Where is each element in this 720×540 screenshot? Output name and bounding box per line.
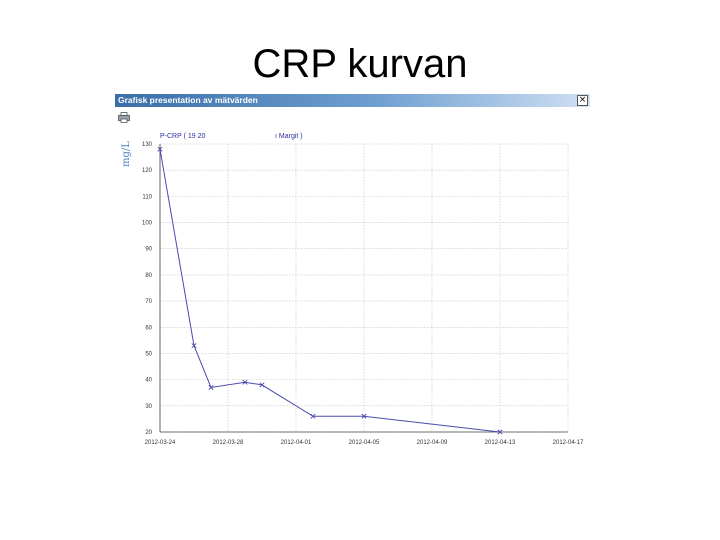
data-point-marker [259, 382, 265, 388]
printer-icon [118, 112, 130, 123]
close-button[interactable]: × [577, 95, 588, 106]
marker-stroke [242, 379, 248, 385]
line-chart: 20 30 40 50 60 70 80 90 100 110 120 130 2012-03-24 20… [121, 133, 584, 446]
y-tick-label: 60 [145, 325, 152, 331]
chart-window: 20 30 40 50 60 70 80 90 100 110 120 130 2012-03-24 20… [115, 94, 590, 454]
data-point-marker [242, 379, 248, 385]
data-point-marker [361, 413, 367, 419]
x-tick-label: 2012-03-28 [213, 440, 244, 446]
chart-title-left: P-CRP ( 19 20 [160, 133, 205, 140]
slide-title: CRP kurvan [252, 42, 468, 86]
print-button[interactable] [118, 110, 130, 123]
grid-layer [159, 143, 569, 433]
y-tick-label: 50 [145, 351, 152, 357]
marker-stroke [259, 382, 265, 388]
data-point-marker [208, 384, 214, 391]
data-point-marker [157, 146, 163, 152]
y-axis-unit-label: mg/L [121, 141, 132, 167]
window-titlebar: Grafisk presentation av mätvärden × [115, 94, 590, 107]
y-tick-label: 100 [142, 221, 153, 227]
x-tick-label: 2012-04-17 [553, 440, 584, 446]
y-tick-label: 80 [145, 273, 152, 279]
data-point-marker [310, 413, 316, 419]
x-tick-label: 2012-04-01 [281, 440, 312, 446]
y-tick-label: 90 [145, 247, 152, 253]
y-tick-label: 30 [145, 404, 152, 410]
data-point-marker [191, 343, 197, 349]
x-tick-label: 2012-04-13 [485, 440, 516, 446]
y-tick-label: 120 [142, 168, 153, 174]
y-tick-label: 20 [145, 430, 152, 436]
marker-stroke [208, 384, 214, 391]
marker-stroke [497, 429, 503, 435]
data-point-marker [497, 429, 503, 435]
y-tick-label: 70 [145, 299, 152, 305]
marker-stroke [191, 343, 197, 349]
marker-stroke [361, 413, 367, 419]
label-layer: 20 30 40 50 60 70 80 90 100 110 120 130 2012-03-24 20… [142, 142, 584, 446]
chart-title-right: ı Margit ) [275, 133, 303, 140]
marker-stroke [157, 146, 163, 152]
x-tick-label: 2012-04-09 [417, 440, 448, 446]
marker-stroke [310, 413, 316, 419]
x-tick-label: 2012-03-24 [145, 440, 176, 446]
x-tick-label: 2012-04-05 [349, 440, 380, 446]
series-layer [157, 146, 503, 435]
y-tick-label: 110 [142, 194, 152, 200]
window-title: Grafisk presentation av mätvärden [118, 95, 258, 105]
series-line [159, 149, 501, 433]
y-tick-label: 130 [142, 142, 153, 148]
y-tick-label: 40 [145, 378, 152, 384]
